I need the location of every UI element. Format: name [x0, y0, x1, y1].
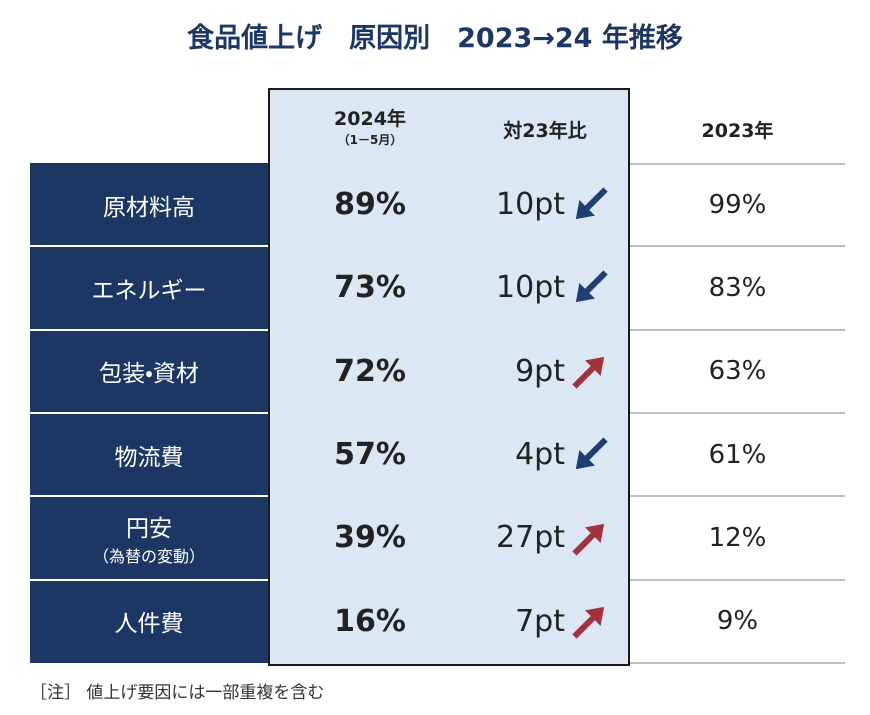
arrow-down — [575, 270, 608, 303]
value-2024: 89% — [334, 187, 406, 223]
header-2024-sub: （1－5月） — [337, 133, 403, 147]
label-separator — [30, 245, 268, 248]
value-2023: 61% — [708, 439, 767, 470]
row-separator — [630, 661, 845, 664]
value-2024: 72% — [334, 353, 406, 389]
value-2023: 99% — [708, 189, 767, 220]
change: 27pt — [496, 520, 565, 556]
row-separator — [630, 495, 845, 498]
value-2024: 39% — [334, 520, 406, 556]
change: 9pt — [515, 353, 565, 389]
row-label-text: 人件費 — [114, 611, 184, 638]
label-separator — [30, 495, 268, 498]
label-separator — [30, 578, 268, 581]
row-separator — [630, 245, 845, 248]
value-2023: 12% — [708, 522, 767, 553]
row-label: 包装・資材 — [30, 329, 268, 413]
value-2023: 83% — [708, 272, 767, 303]
label-separator — [30, 328, 268, 331]
value-2024: 73% — [334, 270, 406, 306]
row-separator — [630, 328, 845, 331]
row-separator — [630, 411, 845, 414]
arrow-up — [572, 606, 605, 639]
row-label: 人件費 — [30, 579, 268, 663]
change: 10pt — [496, 270, 565, 306]
arrow-up — [572, 357, 605, 389]
header-2024: 2024年 — [334, 108, 406, 130]
row-label: 円安 （為替の変動） — [30, 496, 268, 580]
value-2023: 63% — [708, 356, 767, 387]
row-separator — [630, 163, 845, 165]
arrow-up — [572, 523, 605, 556]
change: 7pt — [515, 603, 565, 639]
footnote: ［注］ 値上げ要因には一部重複を含む — [30, 683, 325, 703]
row-separator — [630, 578, 845, 581]
header-change: 対23年比 — [503, 120, 587, 142]
row-label-text: 物流費 — [114, 444, 184, 471]
row-label-text: 円安 — [126, 515, 172, 542]
row-label: 物流費 — [30, 412, 268, 497]
value-2024: 57% — [334, 437, 406, 473]
arrow-down — [575, 436, 608, 469]
change: 10pt — [496, 187, 565, 223]
arrow-down — [575, 186, 608, 219]
highlight-column — [268, 88, 630, 666]
row-label: エネルギー — [30, 246, 268, 330]
row-label-text: エネルギー — [91, 277, 207, 304]
row-label-text: 原材料高 — [103, 194, 195, 221]
value-2023: 9% — [716, 606, 759, 637]
value-2024: 16% — [334, 603, 406, 639]
header-2023: 2023年 — [701, 120, 774, 142]
row-sublabel: （為替の変動） — [92, 546, 205, 566]
change: 4pt — [515, 437, 565, 473]
row-label: 原材料高 — [30, 163, 268, 247]
title: 食品値上げ 原因別 2023→24 年推移 — [187, 23, 683, 54]
row-label-text: 包装・資材 — [99, 361, 199, 388]
label-separator — [30, 411, 268, 414]
